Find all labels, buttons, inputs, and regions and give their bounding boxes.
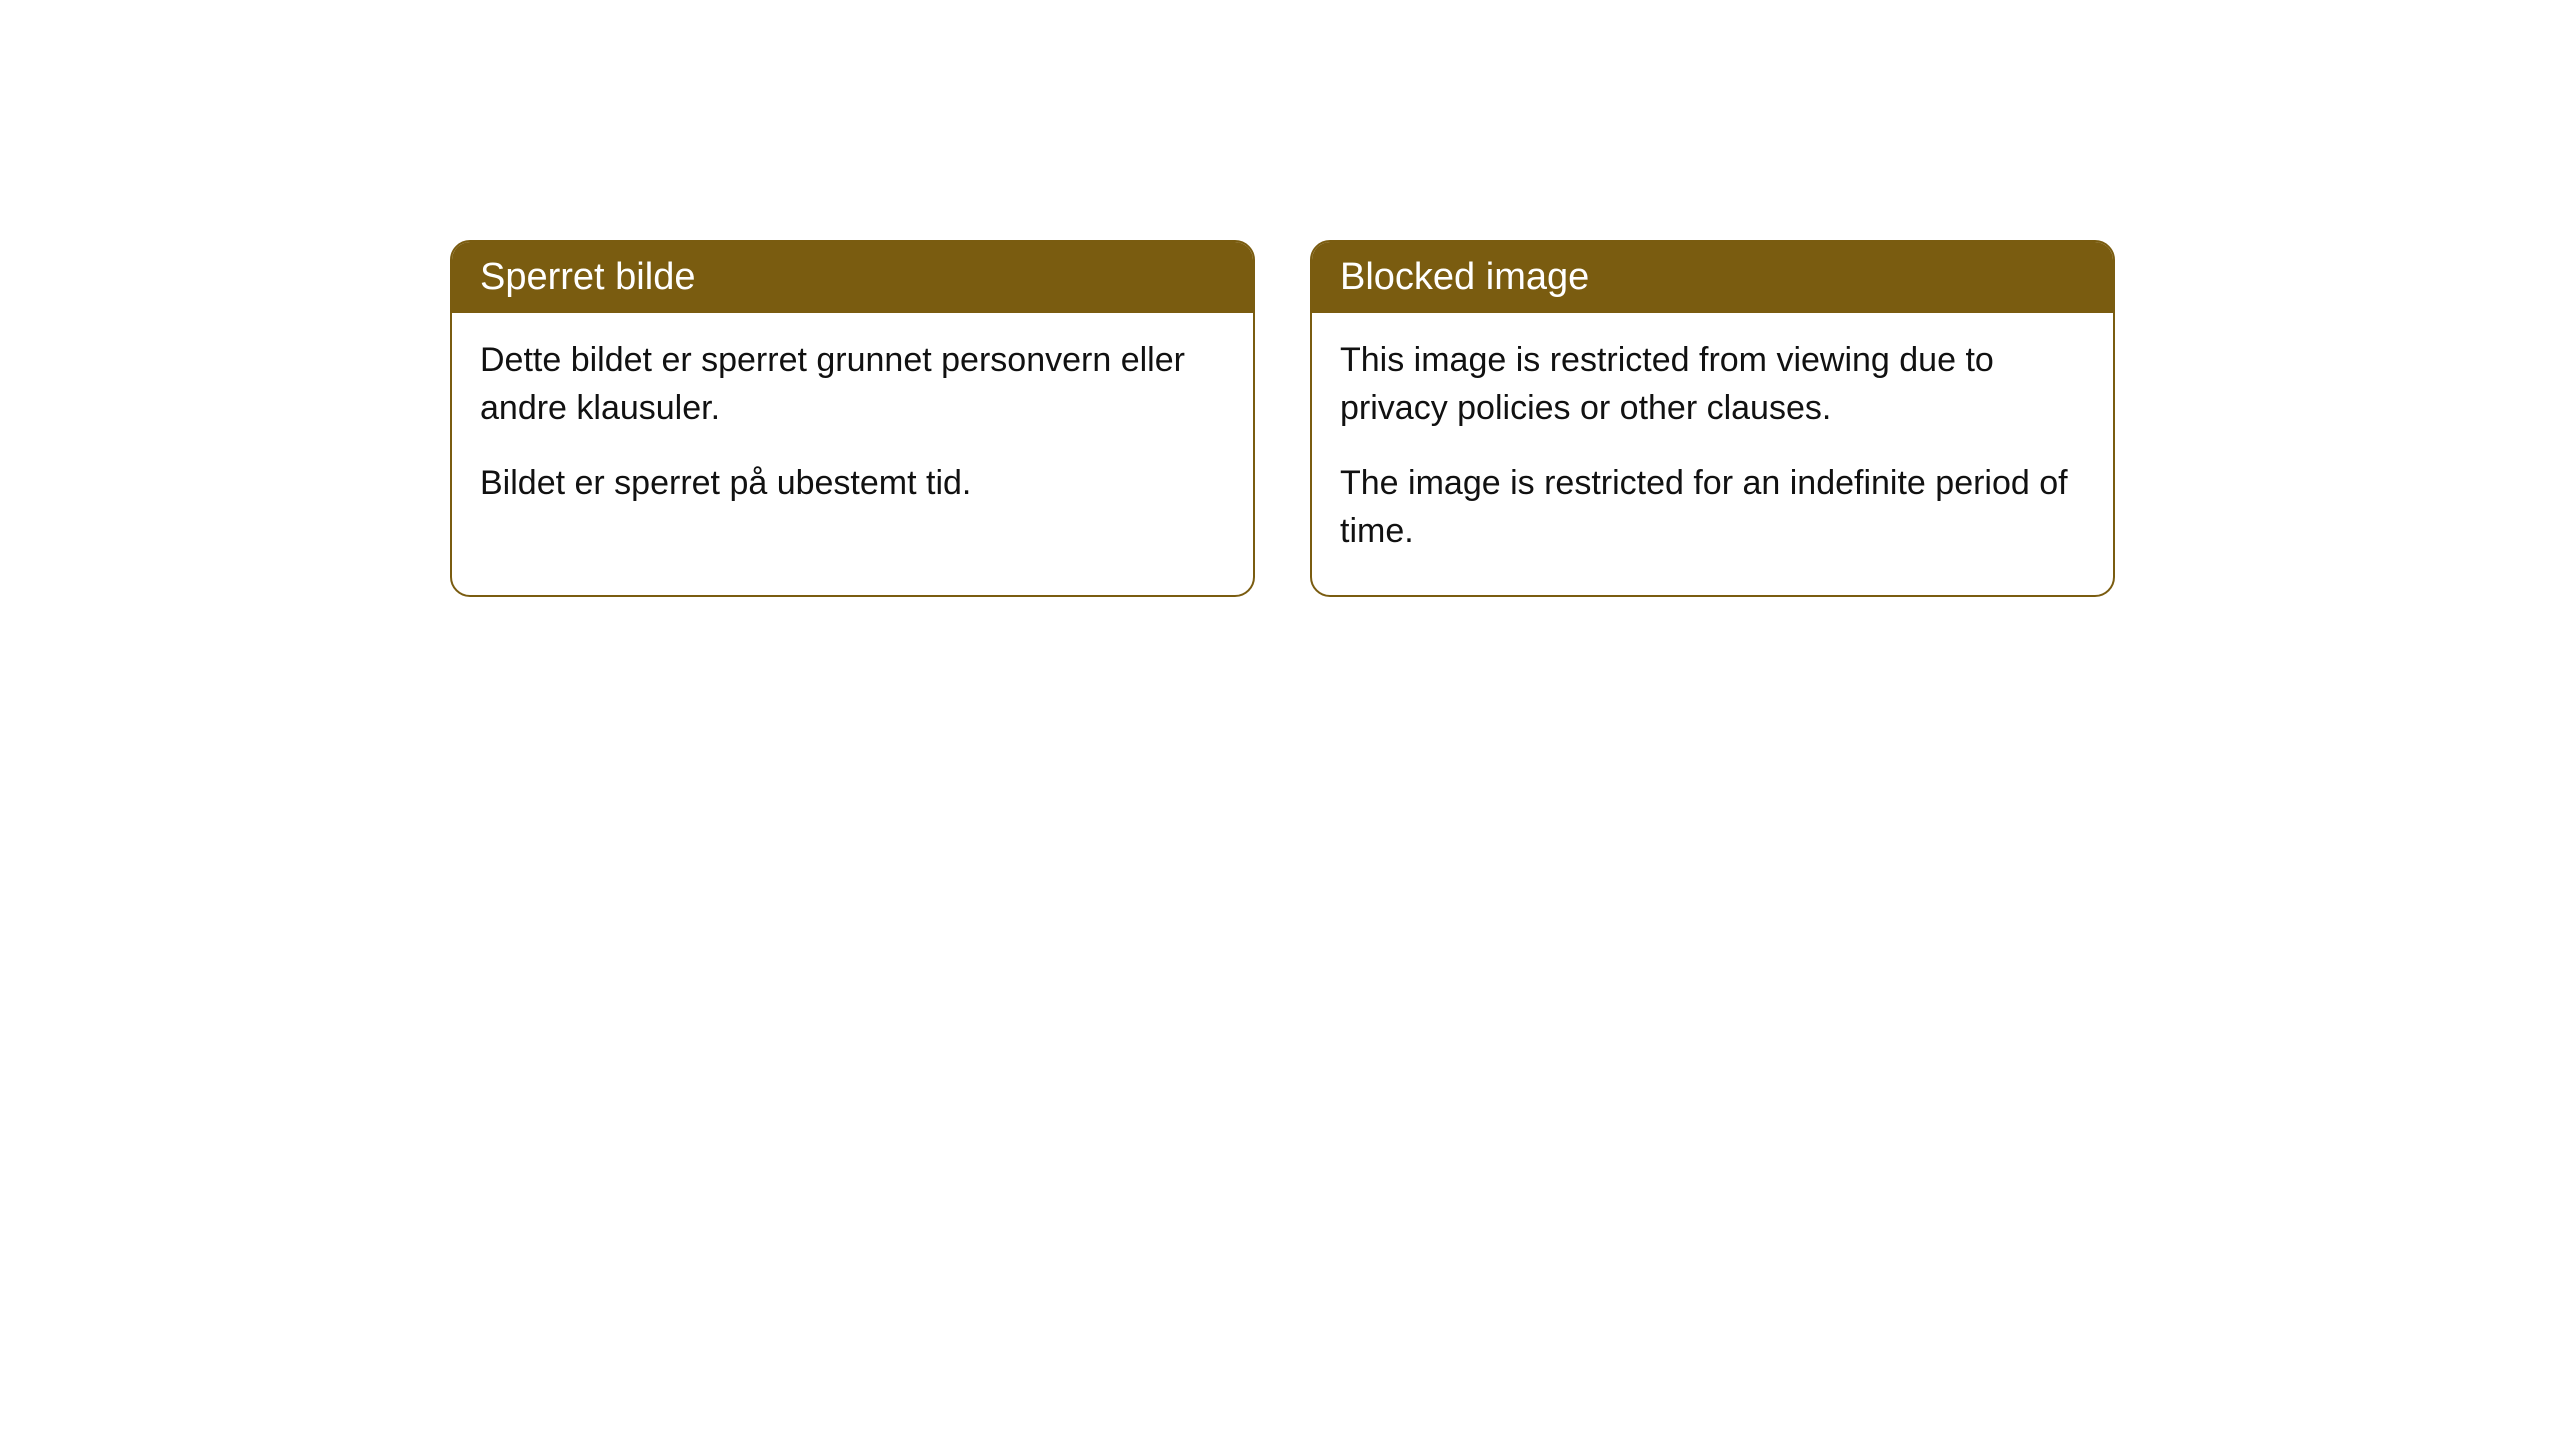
card-title: Blocked image	[1340, 256, 1589, 298]
card-header: Blocked image	[1312, 242, 2113, 313]
card-paragraph: The image is restricted for an indefinit…	[1340, 460, 2085, 555]
blocked-image-card-english: Blocked image This image is restricted f…	[1310, 240, 2115, 597]
card-body: Dette bildet er sperret grunnet personve…	[452, 313, 1253, 548]
card-paragraph: Dette bildet er sperret grunnet personve…	[480, 337, 1225, 432]
card-paragraph: This image is restricted from viewing du…	[1340, 337, 2085, 432]
blocked-image-card-norwegian: Sperret bilde Dette bildet er sperret gr…	[450, 240, 1255, 597]
card-paragraph: Bildet er sperret på ubestemt tid.	[480, 460, 1225, 508]
card-body: This image is restricted from viewing du…	[1312, 313, 2113, 595]
card-header: Sperret bilde	[452, 242, 1253, 313]
cards-container: Sperret bilde Dette bildet er sperret gr…	[450, 240, 2115, 597]
card-title: Sperret bilde	[480, 256, 695, 298]
